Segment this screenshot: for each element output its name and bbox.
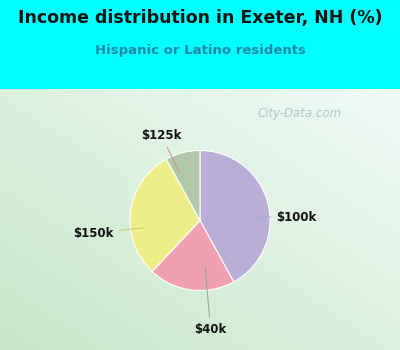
Wedge shape (152, 220, 234, 290)
Wedge shape (130, 159, 200, 272)
Wedge shape (166, 150, 200, 220)
Text: $125k: $125k (141, 128, 182, 173)
Text: $100k: $100k (253, 210, 317, 224)
Text: Hispanic or Latino residents: Hispanic or Latino residents (94, 44, 306, 57)
Text: $150k: $150k (74, 226, 144, 240)
Text: Income distribution in Exeter, NH (%): Income distribution in Exeter, NH (%) (18, 9, 382, 27)
Text: $40k: $40k (194, 267, 227, 336)
Wedge shape (200, 150, 270, 282)
Text: City-Data.com: City-Data.com (258, 107, 342, 120)
